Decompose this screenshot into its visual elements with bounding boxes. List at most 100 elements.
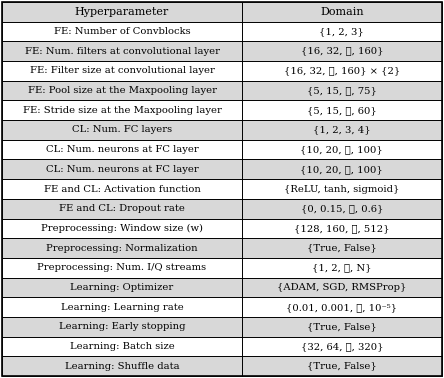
Bar	[242, 238, 442, 258]
Bar	[2, 160, 242, 179]
Text: Preprocessing: Window size (w): Preprocessing: Window size (w)	[41, 224, 203, 233]
Text: {True, False}: {True, False}	[307, 322, 377, 332]
Bar	[242, 179, 442, 199]
Bar	[2, 218, 242, 238]
Bar	[2, 41, 242, 61]
Bar	[2, 317, 242, 337]
Bar	[2, 337, 242, 356]
Bar	[242, 258, 442, 277]
Bar	[2, 61, 242, 81]
Bar	[2, 140, 242, 160]
Text: {32, 64, ⋯, 320}: {32, 64, ⋯, 320}	[301, 342, 383, 351]
Text: Learning: Early stopping: Learning: Early stopping	[59, 322, 185, 332]
Bar	[242, 81, 442, 101]
Text: FE and CL: Activation function: FE and CL: Activation function	[44, 184, 200, 194]
Text: {16, 32, ⋯, 160}: {16, 32, ⋯, 160}	[301, 46, 383, 56]
Text: {5, 15, ⋯, 60}: {5, 15, ⋯, 60}	[307, 106, 377, 115]
Text: {0.01, 0.001, ⋯, 10⁻⁵}: {0.01, 0.001, ⋯, 10⁻⁵}	[286, 303, 397, 312]
Bar	[2, 61, 242, 81]
Text: {1, 2, ⋯, N}: {1, 2, ⋯, N}	[312, 263, 372, 272]
Bar	[2, 199, 242, 218]
Bar	[242, 356, 442, 376]
Bar	[2, 120, 242, 140]
Bar	[242, 199, 442, 218]
Text: CL: Num. neurons at FC layer: CL: Num. neurons at FC layer	[46, 145, 198, 154]
Text: {1, 2, 3}: {1, 2, 3}	[319, 27, 364, 36]
Text: Hyperparameter: Hyperparameter	[75, 7, 169, 17]
Text: {16, 32, ⋯, 160} × {2}: {16, 32, ⋯, 160} × {2}	[284, 66, 400, 75]
Bar	[2, 356, 242, 376]
Text: {1, 2, 3, 4}: {1, 2, 3, 4}	[313, 125, 371, 135]
Text: {10, 20, ⋯, 100}: {10, 20, ⋯, 100}	[301, 145, 383, 154]
Bar	[242, 356, 442, 376]
Text: {10, 20, ⋯, 100}: {10, 20, ⋯, 100}	[301, 165, 383, 174]
Text: FE: Stride size at the Maxpooling layer: FE: Stride size at the Maxpooling layer	[23, 106, 222, 115]
Bar	[2, 218, 242, 238]
Bar	[2, 297, 242, 317]
Bar	[242, 179, 442, 199]
Bar	[242, 81, 442, 101]
Bar	[2, 101, 242, 120]
Bar	[2, 337, 242, 356]
Bar	[2, 277, 242, 297]
Bar	[242, 61, 442, 81]
Bar	[242, 140, 442, 160]
Text: CL: Num. FC layers: CL: Num. FC layers	[72, 125, 172, 135]
Bar	[242, 120, 442, 140]
Bar	[242, 297, 442, 317]
Bar	[242, 277, 442, 297]
Text: FE: Num. filters at convolutional layer: FE: Num. filters at convolutional layer	[24, 46, 219, 56]
Text: FE: Number of Convblocks: FE: Number of Convblocks	[54, 27, 190, 36]
Text: {0, 0.15, ⋯, 0.6}: {0, 0.15, ⋯, 0.6}	[301, 204, 383, 213]
Text: {5, 15, ⋯, 75}: {5, 15, ⋯, 75}	[307, 86, 377, 95]
Text: Preprocessing: Normalization: Preprocessing: Normalization	[46, 243, 198, 253]
Bar	[242, 317, 442, 337]
Bar	[242, 140, 442, 160]
Bar	[2, 238, 242, 258]
Bar	[242, 337, 442, 356]
Bar	[2, 22, 242, 41]
Bar	[2, 81, 242, 101]
Bar	[2, 277, 242, 297]
Bar	[2, 317, 242, 337]
Bar	[2, 297, 242, 317]
Bar	[242, 120, 442, 140]
Bar	[2, 179, 242, 199]
Text: {ADAM, SGD, RMSProp}: {ADAM, SGD, RMSProp}	[277, 283, 406, 292]
Text: CL: Num. neurons at FC layer: CL: Num. neurons at FC layer	[46, 165, 198, 174]
Text: {True, False}: {True, False}	[307, 243, 377, 253]
Bar	[242, 22, 442, 41]
Bar	[2, 179, 242, 199]
Text: Learning: Learning rate: Learning: Learning rate	[61, 303, 183, 312]
Text: {ReLU, tanh, sigmoid}: {ReLU, tanh, sigmoid}	[284, 184, 400, 194]
Bar	[242, 199, 442, 218]
Text: Learning: Batch size: Learning: Batch size	[70, 342, 174, 351]
Bar	[2, 120, 242, 140]
Bar	[2, 41, 242, 61]
Bar	[242, 160, 442, 179]
Bar	[2, 160, 242, 179]
Text: {True, False}: {True, False}	[307, 362, 377, 371]
Bar	[2, 258, 242, 277]
Bar	[242, 297, 442, 317]
Text: Preprocessing: Num. I/Q streams: Preprocessing: Num. I/Q streams	[37, 263, 206, 272]
Bar	[242, 41, 442, 61]
Text: Learning: Shuffle data: Learning: Shuffle data	[65, 362, 179, 371]
Bar	[242, 218, 442, 238]
Bar	[2, 140, 242, 160]
Bar	[242, 258, 442, 277]
Bar	[242, 101, 442, 120]
Bar	[242, 218, 442, 238]
Bar	[2, 356, 242, 376]
Bar	[242, 2, 442, 22]
Bar	[242, 317, 442, 337]
Bar	[242, 101, 442, 120]
Text: FE and CL: Dropout rate: FE and CL: Dropout rate	[59, 204, 185, 213]
Text: Learning: Optimizer: Learning: Optimizer	[71, 283, 174, 292]
Bar	[242, 2, 442, 22]
Bar	[2, 2, 242, 22]
Bar	[2, 2, 242, 22]
Bar	[2, 258, 242, 277]
Bar	[2, 238, 242, 258]
Text: {128, 160, ⋯, 512}: {128, 160, ⋯, 512}	[294, 224, 389, 233]
